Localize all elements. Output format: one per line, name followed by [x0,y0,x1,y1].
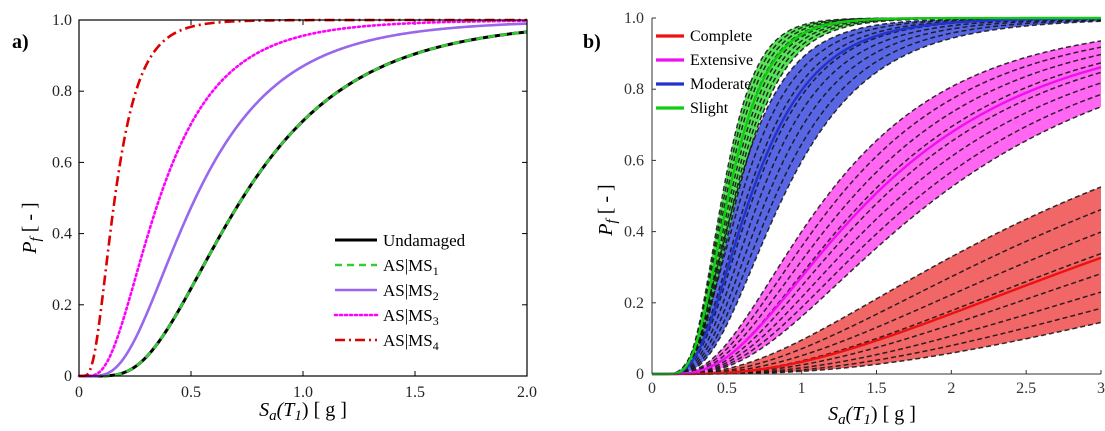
panel-a-series-as-ms1-line [79,30,528,378]
panel-b-moderate-sample-curve [652,19,1102,375]
panel-b-y-tick-label: 0.8 [624,81,644,98]
panel-b-extensive-sample-curve [652,62,1102,375]
panel-b-extensive-sample-curve [652,106,1102,375]
panel-a-legend-label: AS|MS4 [383,331,439,353]
panel-b-legend-label: Extensive [690,52,753,69]
panel-a-y-tick-label: 0 [64,368,72,385]
panel-a-series-as-ms2-line [79,22,528,378]
panel-b-y-tick-label: 0.2 [624,295,644,312]
panel-a-x-tick-label: 2.0 [517,384,537,401]
panel-a-legend-label: AS|MS2 [383,281,439,303]
panel-b-x-tick-label: 0.5 [717,380,737,397]
panel-b-y-tick-label: 1.0 [624,10,644,27]
panel-b-x-tick-label: 2 [947,380,955,397]
panel-b-legend-label: Slight [690,100,729,117]
panel-b-legend: Complete Extensive Moderate Slight [656,28,753,117]
panel-b-band-complete [652,186,1101,374]
panel-b-y-tick-label: 0.4 [624,224,644,241]
panel-b-x-tick-label: 3 [1097,380,1105,397]
panel-b-extensive-sample-curve [652,82,1102,375]
panel-b-x-tick-label: 2.5 [1016,380,1036,397]
panel-a-y-axis-label: Pf [ - ] [19,202,44,254]
panel-a-x-tick-label: 1.0 [293,384,313,401]
panel-b-extensive-sample-curve [652,53,1102,375]
panel-a-x-tick-label: 0.5 [181,384,201,401]
panel-b-y-tick-label: 0 [636,366,644,383]
panel-a-y-tick-label: 0.2 [52,297,72,314]
panel-a-x-tick-label: 1.5 [405,384,425,401]
panel-a-frame [78,19,528,377]
panel-a-y-tick-label: 0.6 [52,154,72,171]
panel-b-complete-sample-curve [652,186,1102,375]
panel-b-y-axis-label: Pf [ - ] [595,184,620,236]
panel-b-x-tick-label: 1 [798,380,806,397]
panel-a-y-tick-label: 1.0 [52,12,72,29]
panel-a-label: a) [12,31,29,53]
panel-b-band-moderate [652,18,1101,375]
panel-b-label: b) [583,31,601,53]
panel-b-extensive-sample-curve [652,93,1102,375]
panel-b-legend-label: Complete [690,28,752,45]
panel-b-x-axis-label: Sa(T1) [ g ] [828,403,916,428]
panel-a-legend-label: AS|MS1 [383,256,439,278]
panel-b-y-tick-label: 0.6 [624,152,644,169]
panel-a-legend-label: Undamaged [383,231,466,250]
panel-b-extensive-sample-curve [652,40,1102,375]
panel-a-series-undamaged-line [79,30,528,378]
panel-b-moderate-sample-curve [652,18,1102,375]
panel-a-series-as-ms3-line [77,19,529,378]
panel-b-legend-label: Moderate [690,76,751,93]
panel-a-y-tick-label: 0.4 [52,226,72,243]
panel-a: a) 0 0.5 1.0 1.5 2.0 0 0.2 0.4 0.6 0.8 1.0 Pf [ - … [12,12,537,424]
panel-b-moderate-sample-curve [652,18,1102,375]
panel-a-y-tick-label: 0.8 [52,83,72,100]
panel-b-x-tick-label: 0 [648,380,656,397]
panel-a-legend: Undamaged AS|MS1 AS|MS2 AS|MS3 AS|MS4 [333,231,466,353]
panel-a-series-as-ms4-line [79,18,527,378]
panel-b-extensive-median-curve [652,66,1102,376]
panel-b-moderate-median-curve [652,17,1102,376]
panel-a-legend-label: AS|MS3 [383,306,439,328]
panel-a-x-axis-label: Sa(T1) [ g ] [259,399,347,424]
panel-b-slight-median-curve [652,16,1101,376]
panel-b-moderate-sample-curve [652,20,1102,375]
panel-b-extensive-sample-curve [652,46,1102,375]
panel-a-x-tick-label: 0 [75,384,83,401]
panel-b-x-tick-label: 1.5 [867,380,887,397]
panel-b: b) 0 0.5 1 1.5 2 2.5 3 0 0.2 0.4 0.6 0.8 1.0 Pf [ - … [583,10,1105,428]
panel-b-band-slight [652,18,1101,374]
panel-b-slight-sample-curve [652,17,1101,375]
panel-b-band-extensive [652,40,1101,375]
